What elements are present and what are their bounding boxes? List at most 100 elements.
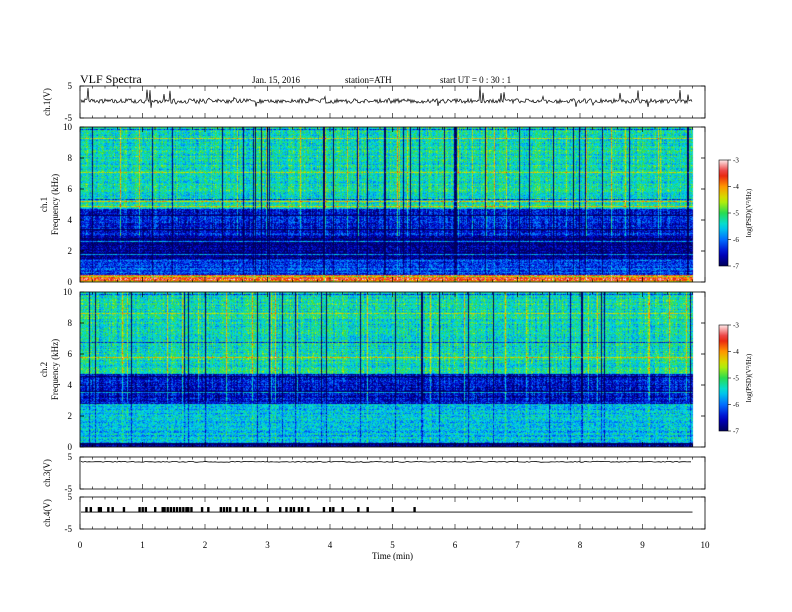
ch3-wave-ylabel: ch.3(V) [42,459,52,487]
ch2-spec-colorbar-tick-label: -7 [733,428,739,436]
time-tick-label: 10 [701,540,711,550]
ch3-waveform-trace [80,460,691,463]
ch4-pulse-mark [175,507,179,513]
ch2-spec-channel-label: ch.2 [39,362,49,377]
time-tick-label: 6 [453,540,458,550]
ch4-pulse-mark [246,507,249,513]
ch4-pulse-mark [289,507,293,513]
ch4-pulse-mark [200,507,204,513]
ch4-pulse-mark [172,507,176,513]
ch3-wave-ytick-label: 5 [68,452,73,462]
s1-frame [79,126,706,283]
ch1-spec-colorbar-tick-label: -5 [733,210,739,218]
ch4-pulse-mark [341,507,344,513]
ch1-spec-colorbar-tick-label: -6 [733,236,739,244]
ch1-spec-ytick-label: 10 [63,122,73,132]
ch1-spec-colorbar-tick-label: -7 [733,263,739,271]
ch2-spec-colorbar-tick-label: -5 [733,375,739,383]
time-tick-label: 3 [265,540,270,550]
time-axis-label: Time (min) [372,551,413,561]
ch2-spec-colorbar-tick-label: -3 [733,322,739,330]
ch1-spec-ylabel: Frequency (kHz) [50,174,60,235]
ch4-pulse-mark [225,507,229,513]
ch1-spec-colorbar-label: log(PSD)(V²/Hz) [745,188,753,237]
ch1-wave-ytick-label: 5 [68,81,73,91]
station-label: station=ATH [345,75,392,85]
ch4-pulse-mark [190,507,193,513]
ch4-pulse-mark [179,507,182,513]
time-tick-label: 2 [203,540,208,550]
ch2-spec-ytick-label: 6 [68,349,73,359]
ch2-spec-ytick-label: 0 [68,442,73,452]
ch4-pulse-mark [169,507,173,513]
ch4-pulse-mark [357,507,360,513]
ch1-spec-ytick-label: 8 [68,153,73,163]
ch4-pulse-mark [85,507,88,513]
ch4-pulse-mark [322,507,326,513]
ch1-spec-ytick-label: 4 [68,215,73,225]
ch2-spec-colorbar-label: log(PSD)(V²/Hz) [745,353,753,402]
ch4-pulse-mark [279,507,282,513]
ch4-pulse-mark [266,507,269,513]
ch2-spec-colorbar [718,324,729,432]
time-tick-label: 4 [328,540,333,550]
ch4-pulse-mark [182,507,185,513]
ch2-spec-ytick-label: 2 [68,411,73,421]
figure-title: VLF Spectra [80,72,142,86]
ch1-spec-colorbar-tick-label: -3 [733,157,739,165]
ch4-pulse-mark [300,507,304,513]
ch4-pulse-mark [187,507,190,513]
time-tick-label: 5 [390,540,395,550]
ch4-wave-ytick-label: 5 [68,492,73,502]
ch1-spec-ytick-label: 6 [68,184,73,194]
ch1-spec-colorbar [718,159,729,267]
ch4-pulse-mark [163,507,166,513]
ch4-pulse-mark [307,507,310,513]
ch4-pulse-mark [154,507,157,513]
ch4-pulse-mark [391,507,394,513]
start-time-label: start UT = 0 : 30 : 1 [440,75,511,85]
ch1-wave-ylabel: ch.1(V) [42,88,52,116]
ch4-pulse-mark [285,507,288,513]
ch4-pulse-mark [292,507,296,513]
ch4-pulse-mark [332,507,335,513]
ch4-pulse-mark [219,507,223,513]
ch4-pulse-mark [297,507,301,513]
ch2-spec-ytick-label: 8 [68,318,73,328]
ch3-wave-ytick-label: -5 [65,484,73,494]
ch2-spec-ylabel: Frequency (kHz) [50,339,60,400]
ch2-spec-ytick-label: 4 [68,380,73,390]
time-tick-label: 8 [578,540,583,550]
ch4-pulse-mark [144,507,148,513]
ch4-pulse-mark [141,507,144,513]
ch4-wave-ylabel: ch.4(V) [42,499,52,527]
ch4-pulse-mark [329,507,332,513]
time-tick-label: 9 [640,540,645,550]
ch4-wave-ytick-label: -5 [65,524,73,534]
ch2-spec-ytick-label: 10 [63,287,73,297]
ch1-spec-ytick-label: 0 [68,277,73,287]
ch4-pulse-mark [222,507,226,513]
ch4-pulse-mark [366,507,369,513]
ch4-pulse-mark [185,507,188,513]
ch1-wave-ytick-label: -5 [65,113,73,123]
ch4-pulse-mark [207,507,210,513]
ch4-pulse-mark [161,507,164,513]
ch2-spec-colorbar-tick-label: -4 [733,348,739,356]
time-tick-label: 7 [515,540,520,550]
ch4-pulse-mark [99,507,103,513]
ch4-pulse-mark [97,507,101,513]
ch4-pulse-mark [242,507,246,513]
time-tick-label: 1 [140,540,145,550]
ch4-pulse-mark [229,507,232,513]
ch4-pulse-mark [122,507,126,513]
ch4-pulse-mark [254,507,257,513]
ch1-spec-channel-label: ch.1 [39,197,49,212]
ch4-pulse-mark [138,507,141,513]
ch4-pulse-mark [111,507,114,513]
s2-frame [79,291,706,448]
ch1-spec-colorbar-tick-label: -4 [733,183,739,191]
